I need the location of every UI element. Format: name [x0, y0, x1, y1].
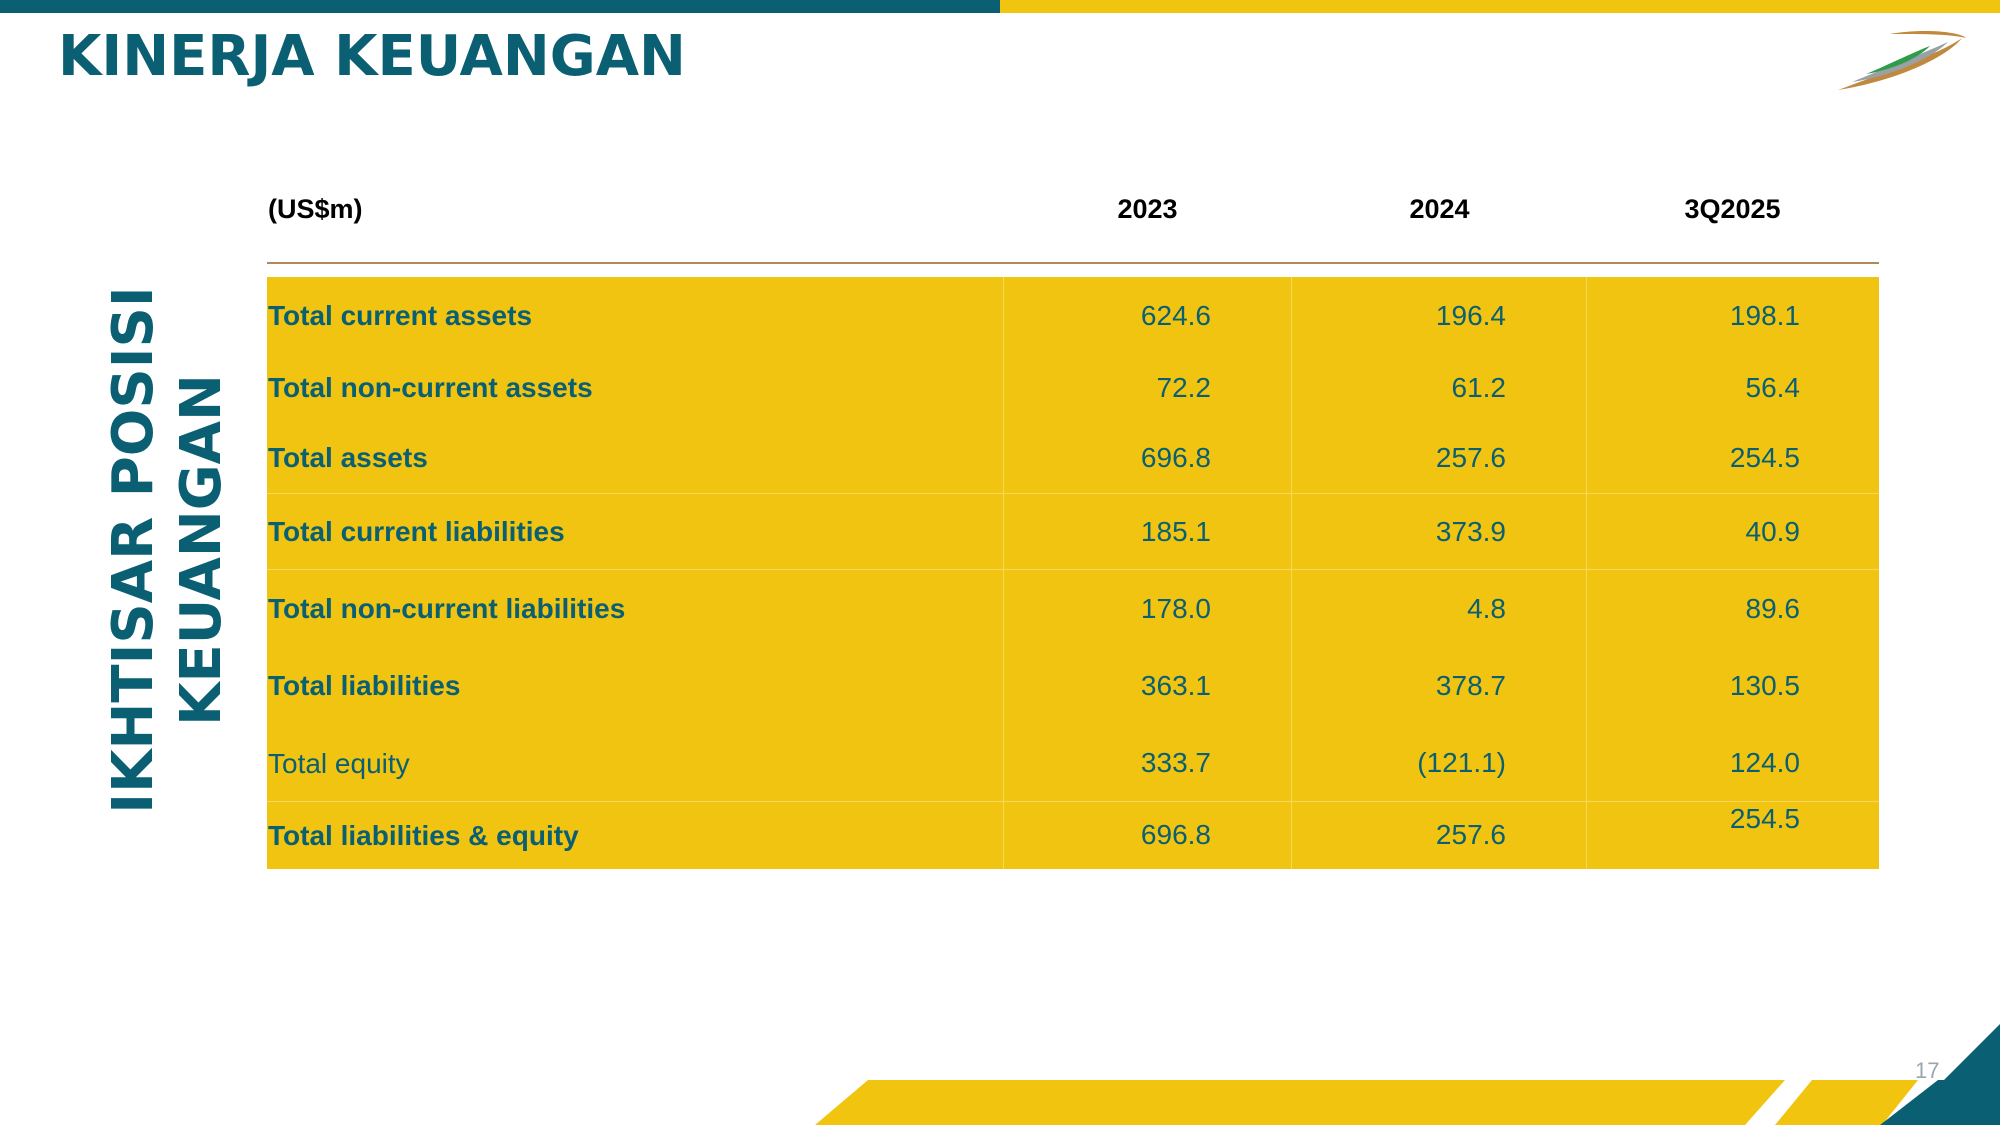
table-cell: 254.5: [1729, 442, 1800, 473]
bottom-decorative-band: [815, 1080, 2000, 1125]
table-row-label: Total equity: [268, 748, 410, 779]
column-divider: [1003, 277, 1004, 869]
column-divider: [1291, 277, 1292, 869]
table-cell: 257.6: [1435, 442, 1506, 473]
column-header-3q2025: 3Q2025: [1684, 194, 1781, 224]
unit-label: (US$m): [268, 194, 363, 224]
header-divider: [267, 262, 1879, 264]
company-logo-icon: [1838, 31, 1966, 90]
table-cell: 254.5: [1729, 803, 1800, 834]
table-cell: 130.5: [1729, 670, 1800, 701]
table-cell: 185.1: [1140, 516, 1211, 547]
financial-table-background: [267, 277, 1879, 869]
side-title-line-1: IKHTISAR POSISI: [101, 286, 166, 814]
table-cell: 89.6: [1745, 593, 1801, 624]
table-cell: 56.4: [1745, 372, 1801, 403]
table-row-label: Total current assets: [268, 300, 533, 331]
table-cell: 373.9: [1435, 516, 1506, 547]
column-divider: [1586, 277, 1587, 869]
table-cell: 72.2: [1156, 372, 1212, 403]
side-title-line-2: KEUANGAN: [169, 374, 234, 726]
table-cell: 378.7: [1435, 670, 1506, 701]
side-title: IKHTISAR POSISI KEUANGAN: [100, 270, 240, 830]
row-divider: [267, 493, 1879, 494]
column-header-2024: 2024: [1409, 194, 1470, 224]
table-cell: 257.6: [1435, 819, 1506, 850]
table-row-label: Total liabilities & equity: [268, 820, 579, 851]
table-cell: 178.0: [1140, 593, 1211, 624]
table-row-label: Total current liabilities: [268, 516, 565, 547]
table-cell: 196.4: [1435, 300, 1506, 331]
table-cell: 40.9: [1745, 516, 1801, 547]
table-row-label: Total non-current assets: [268, 372, 593, 403]
slide-title: KINERJA KEUANGAN: [58, 24, 686, 89]
table-row-label: Total liabilities: [268, 670, 461, 701]
table-cell: 696.8: [1140, 819, 1211, 850]
top-bar-teal: [0, 0, 1000, 13]
table-cell: 696.8: [1140, 442, 1211, 473]
table-cell: 333.7: [1140, 747, 1211, 778]
row-divider: [267, 569, 1879, 570]
table-cell: (121.1): [1417, 747, 1506, 778]
row-divider: [267, 801, 1879, 802]
table-cell: 624.6: [1140, 300, 1211, 331]
table-row-label: Total non-current liabilities: [268, 593, 626, 624]
page-number: 17: [1915, 1058, 1940, 1083]
column-header-2023: 2023: [1117, 194, 1178, 224]
top-bar-gold: [1000, 0, 2000, 13]
bottom-teal-corner: [1940, 1024, 2000, 1084]
table-row-label: Total assets: [268, 442, 428, 473]
table-cell: 124.0: [1729, 747, 1800, 778]
table-cell: 363.1: [1140, 670, 1211, 701]
table-cell: 61.2: [1451, 372, 1507, 403]
table-cell: 198.1: [1729, 300, 1800, 331]
table-cell: 4.8: [1467, 593, 1506, 624]
